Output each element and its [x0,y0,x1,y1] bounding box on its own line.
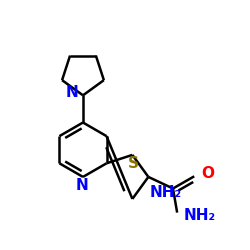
Text: S: S [128,156,139,171]
Text: N: N [75,178,88,193]
Text: N: N [66,85,78,100]
Text: O: O [202,166,215,181]
Text: NH₂: NH₂ [150,185,182,200]
Text: NH₂: NH₂ [183,208,216,222]
